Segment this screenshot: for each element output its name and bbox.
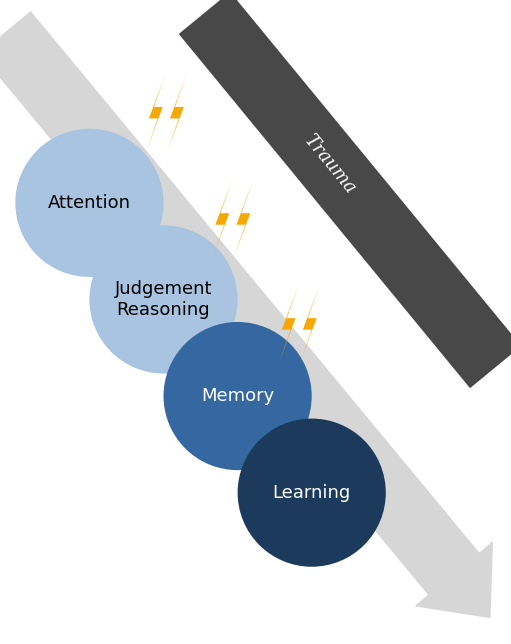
Polygon shape [300, 285, 319, 363]
Text: Learning: Learning [272, 484, 351, 502]
Text: Memory: Memory [201, 387, 274, 405]
Ellipse shape [164, 322, 312, 470]
Text: Attention: Attention [48, 194, 131, 212]
Polygon shape [213, 180, 232, 258]
Text: Judgement
Reasoning: Judgement Reasoning [115, 280, 212, 319]
Ellipse shape [15, 129, 164, 277]
Text: Trauma: Trauma [300, 131, 359, 197]
Ellipse shape [238, 419, 386, 567]
Polygon shape [168, 74, 187, 151]
Polygon shape [179, 0, 511, 388]
Polygon shape [279, 285, 298, 363]
Polygon shape [146, 74, 166, 151]
Polygon shape [234, 180, 253, 258]
Polygon shape [0, 11, 493, 618]
Ellipse shape [89, 225, 238, 374]
